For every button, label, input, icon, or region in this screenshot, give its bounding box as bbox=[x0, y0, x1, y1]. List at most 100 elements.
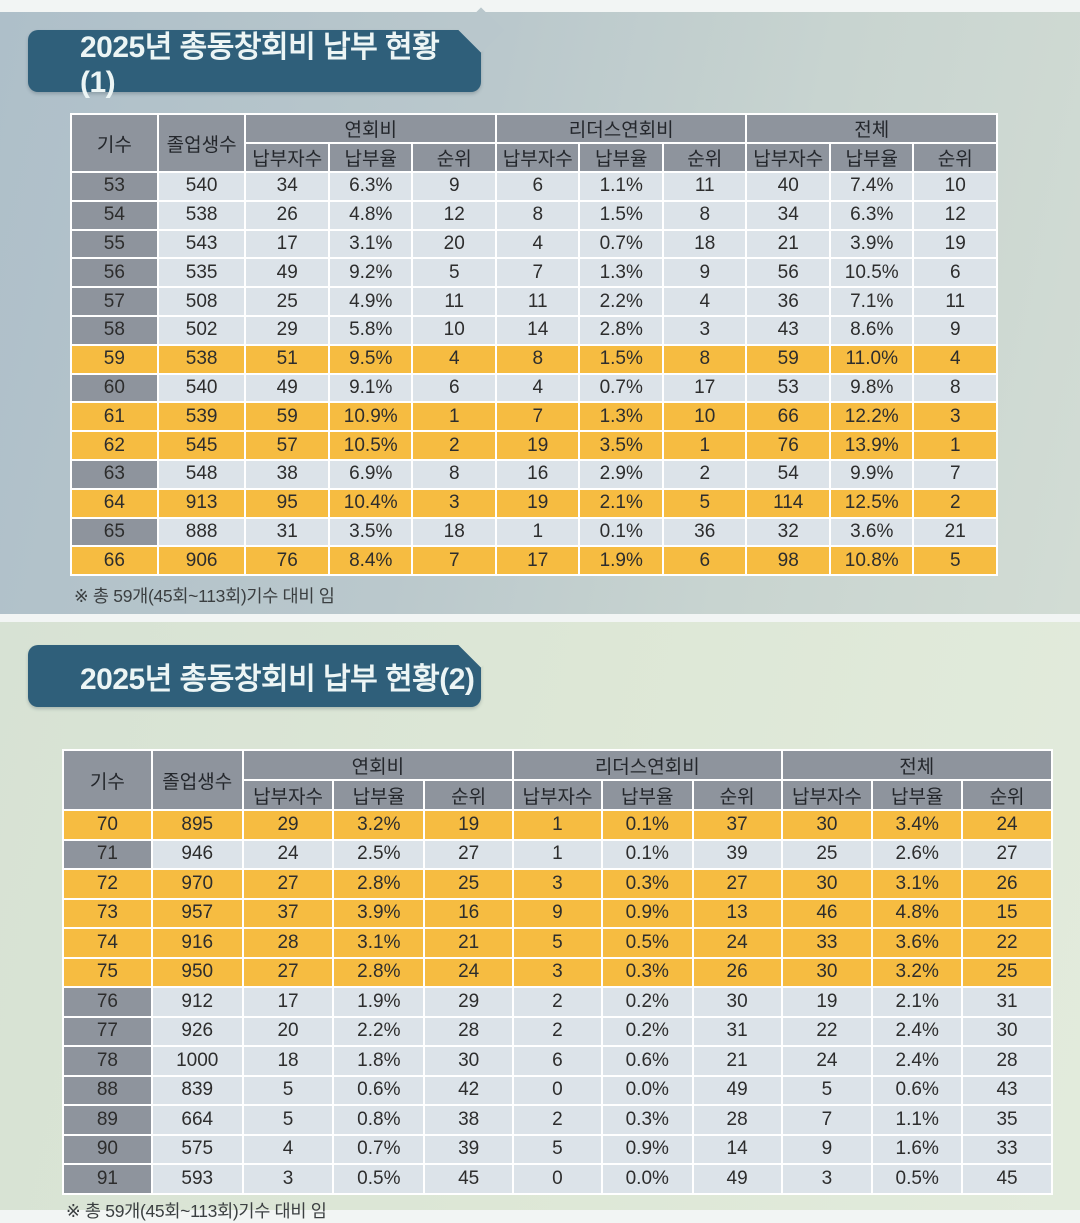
gisu-cell: 76 bbox=[62, 986, 153, 1018]
data-cell: 1.1% bbox=[871, 1104, 964, 1136]
table2-header: 기수 졸업생수 연회비 리더스연회비 전체 납부자수 납부율 순위 납부자수 납… bbox=[62, 749, 1053, 811]
data-cell: 24 bbox=[423, 956, 515, 988]
data-cell: 3.1% bbox=[332, 927, 426, 959]
table-row: 72 970 27 2.8% 25 3 0.3% 27 30 3.1% 26 bbox=[62, 868, 1053, 900]
table-row: 75 950 27 2.8% 24 3 0.3% 26 30 3.2% 25 bbox=[62, 956, 1053, 988]
data-cell: 5 bbox=[241, 1074, 335, 1106]
data-cell: 0.2% bbox=[600, 986, 694, 1018]
table-row: 66 906 76 8.4% 7 17 1.9% 6 98 10.8% 5 bbox=[70, 545, 998, 577]
header-payers: 납부자수 bbox=[494, 142, 581, 173]
graduates-cell: 906 bbox=[156, 545, 247, 577]
graduates-cell: 926 bbox=[150, 1015, 244, 1047]
data-cell: 29 bbox=[423, 986, 515, 1018]
graduates-cell: 895 bbox=[150, 809, 244, 841]
data-cell: 6.3% bbox=[828, 199, 915, 231]
data-cell: 7 bbox=[494, 257, 581, 289]
data-cell: 1.1% bbox=[578, 171, 664, 202]
table-row: 73 957 37 3.9% 16 9 0.9% 13 46 4.8% 15 bbox=[62, 897, 1053, 929]
data-cell: 6 bbox=[912, 257, 998, 289]
data-cell: 4 bbox=[661, 286, 748, 317]
data-cell: 31 bbox=[244, 516, 330, 548]
data-cell: 10.9% bbox=[327, 401, 414, 433]
data-cell: 27 bbox=[423, 838, 515, 870]
data-cell: 8.6% bbox=[828, 314, 915, 346]
data-cell: 0.1% bbox=[600, 838, 694, 870]
header-rank: 순위 bbox=[411, 142, 497, 173]
data-cell: 15 bbox=[961, 897, 1053, 929]
data-cell: 19 bbox=[494, 430, 581, 461]
data-cell: 30 bbox=[780, 809, 874, 841]
data-cell: 0.8% bbox=[332, 1104, 426, 1136]
data-cell: 5 bbox=[780, 1074, 874, 1106]
data-cell: 7 bbox=[411, 545, 497, 577]
data-cell: 19 bbox=[423, 809, 515, 841]
table-row: 57 508 25 4.9% 11 11 2.2% 4 36 7.1% 11 bbox=[70, 286, 998, 317]
data-cell: 1.3% bbox=[578, 257, 664, 289]
header-rank: 순위 bbox=[661, 142, 748, 173]
data-cell: 18 bbox=[241, 1045, 335, 1077]
data-cell: 0.1% bbox=[578, 516, 664, 548]
data-cell: 1.9% bbox=[578, 545, 664, 577]
graduates-cell: 970 bbox=[150, 868, 244, 900]
data-cell: 5 bbox=[661, 487, 748, 519]
data-cell: 2 bbox=[411, 430, 497, 461]
data-cell: 6 bbox=[661, 545, 748, 577]
table-row: 53 540 34 6.3% 9 6 1.1% 11 40 7.4% 10 bbox=[70, 171, 998, 202]
data-cell: 0.5% bbox=[600, 927, 694, 959]
data-cell: 1 bbox=[512, 809, 603, 841]
data-cell: 1 bbox=[661, 430, 748, 461]
data-cell: 33 bbox=[780, 927, 874, 959]
data-cell: 0 bbox=[512, 1163, 603, 1195]
table-row: 64 913 95 10.4% 3 19 2.1% 5 114 12.5% 2 bbox=[70, 487, 998, 519]
data-cell: 3.2% bbox=[332, 809, 426, 841]
gisu-cell: 57 bbox=[70, 286, 159, 317]
header-rate: 납부율 bbox=[332, 779, 426, 811]
data-cell: 0.2% bbox=[600, 1015, 694, 1047]
header-rate: 납부율 bbox=[327, 142, 414, 173]
graduates-cell: 593 bbox=[150, 1163, 244, 1195]
data-cell: 0 bbox=[512, 1074, 603, 1106]
data-cell: 9 bbox=[912, 314, 998, 346]
data-cell: 30 bbox=[780, 868, 874, 900]
data-cell: 0.5% bbox=[871, 1163, 964, 1195]
data-cell: 2 bbox=[512, 1104, 603, 1136]
data-cell: 42 bbox=[423, 1074, 515, 1106]
data-cell: 5 bbox=[512, 1133, 603, 1165]
data-cell: 16 bbox=[494, 458, 581, 490]
data-cell: 2.9% bbox=[578, 458, 664, 490]
payment-table-1: 기수 졸업생수 연회비 리더스연회비 전체 납부자수 납부율 순위 납부자수 납… bbox=[70, 113, 998, 577]
data-cell: 3.6% bbox=[828, 516, 915, 548]
data-cell: 9.1% bbox=[327, 372, 414, 404]
graduates-cell: 545 bbox=[156, 430, 247, 461]
data-cell: 9.2% bbox=[327, 257, 414, 289]
data-cell: 76 bbox=[745, 430, 831, 461]
graduates-cell: 575 bbox=[150, 1133, 244, 1165]
data-cell: 13.9% bbox=[828, 430, 915, 461]
data-cell: 0.3% bbox=[600, 1104, 694, 1136]
data-cell: 1 bbox=[411, 401, 497, 433]
data-cell: 37 bbox=[691, 809, 783, 841]
data-cell: 26 bbox=[244, 199, 330, 231]
gisu-cell: 73 bbox=[62, 897, 153, 929]
gisu-cell: 62 bbox=[70, 430, 159, 461]
section2-title-banner: 2025년 총동창회비 납부 현황(2) bbox=[28, 645, 481, 707]
data-cell: 9.8% bbox=[828, 372, 915, 404]
data-cell: 59 bbox=[745, 343, 831, 375]
table-row: 60 540 49 9.1% 6 4 0.7% 17 53 9.8% 8 bbox=[70, 372, 998, 404]
data-cell: 19 bbox=[494, 487, 581, 519]
data-cell: 0.6% bbox=[332, 1074, 426, 1106]
gisu-cell: 54 bbox=[70, 199, 159, 231]
table-row: 71 946 24 2.5% 27 1 0.1% 39 25 2.6% 27 bbox=[62, 838, 1053, 870]
gisu-cell: 70 bbox=[62, 809, 153, 841]
graduates-cell: 1000 bbox=[150, 1045, 244, 1077]
data-cell: 9.9% bbox=[828, 458, 915, 490]
data-cell: 2.2% bbox=[332, 1015, 426, 1047]
data-cell: 28 bbox=[961, 1045, 1053, 1077]
header-rank: 순위 bbox=[961, 779, 1053, 811]
data-cell: 2 bbox=[912, 487, 998, 519]
payment-table-2: 기수 졸업생수 연회비 리더스연회비 전체 납부자수 납부율 순위 납부자수 납… bbox=[62, 749, 1053, 1195]
data-cell: 25 bbox=[244, 286, 330, 317]
table2-body: 70 895 29 3.2% 19 1 0.1% 37 30 3.4% 24 71 946 24 2.5% 2… bbox=[62, 809, 1053, 1195]
data-cell: 3.2% bbox=[871, 956, 964, 988]
data-cell: 0.5% bbox=[332, 1163, 426, 1195]
